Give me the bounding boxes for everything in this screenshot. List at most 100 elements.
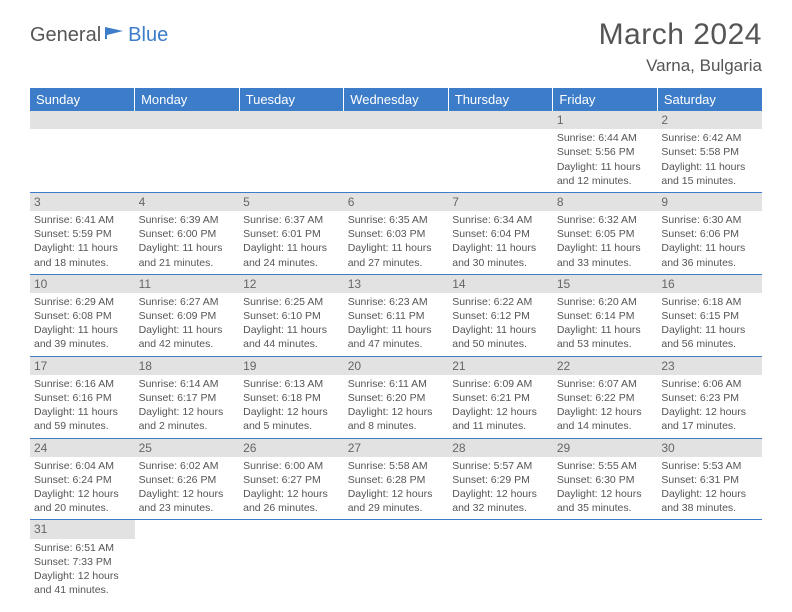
weekday-header: Tuesday <box>239 88 344 111</box>
sunset-text: Sunset: 6:26 PM <box>139 473 236 487</box>
sunrise-text: Sunrise: 6:44 AM <box>557 131 654 145</box>
day-number: 1 <box>553 111 658 129</box>
logo-text-general: General <box>30 24 101 47</box>
daylight-text: Daylight: 11 hours and 59 minutes. <box>34 405 131 433</box>
day-number-empty <box>239 111 344 129</box>
weekday-header: Wednesday <box>344 88 449 111</box>
sunset-text: Sunset: 6:16 PM <box>34 391 131 405</box>
sunrise-text: Sunrise: 5:53 AM <box>661 459 758 473</box>
calendar-cell <box>344 520 449 601</box>
sunset-text: Sunset: 6:09 PM <box>139 309 236 323</box>
month-title: March 2024 <box>599 18 762 52</box>
daylight-text: Daylight: 12 hours and 26 minutes. <box>243 487 340 515</box>
calendar-cell: 2Sunrise: 6:42 AMSunset: 5:58 PMDaylight… <box>657 111 762 192</box>
daylight-text: Daylight: 12 hours and 11 minutes. <box>452 405 549 433</box>
daylight-text: Daylight: 12 hours and 23 minutes. <box>139 487 236 515</box>
weekday-header: Sunday <box>30 88 135 111</box>
day-number-empty <box>135 111 240 129</box>
daylight-text: Daylight: 12 hours and 35 minutes. <box>557 487 654 515</box>
daylight-text: Daylight: 12 hours and 14 minutes. <box>557 405 654 433</box>
day-number: 18 <box>135 357 240 375</box>
calendar-cell: 15Sunrise: 6:20 AMSunset: 6:14 PMDayligh… <box>553 274 658 356</box>
sunrise-text: Sunrise: 6:34 AM <box>452 213 549 227</box>
day-number: 2 <box>657 111 762 129</box>
sunset-text: Sunset: 6:29 PM <box>452 473 549 487</box>
day-number: 21 <box>448 357 553 375</box>
daylight-text: Daylight: 11 hours and 50 minutes. <box>452 323 549 351</box>
sunset-text: Sunset: 6:24 PM <box>34 473 131 487</box>
daylight-text: Daylight: 11 hours and 44 minutes. <box>243 323 340 351</box>
calendar-cell: 22Sunrise: 6:07 AMSunset: 6:22 PMDayligh… <box>553 356 658 438</box>
weekday-header: Thursday <box>448 88 553 111</box>
daylight-text: Daylight: 12 hours and 17 minutes. <box>661 405 758 433</box>
calendar-cell: 28Sunrise: 5:57 AMSunset: 6:29 PMDayligh… <box>448 438 553 520</box>
day-number: 27 <box>344 439 449 457</box>
daylight-text: Daylight: 11 hours and 24 minutes. <box>243 241 340 269</box>
sunrise-text: Sunrise: 6:18 AM <box>661 295 758 309</box>
day-number: 5 <box>239 193 344 211</box>
day-number: 8 <box>553 193 658 211</box>
calendar-cell: 11Sunrise: 6:27 AMSunset: 6:09 PMDayligh… <box>135 274 240 356</box>
sunrise-text: Sunrise: 6:27 AM <box>139 295 236 309</box>
sunrise-text: Sunrise: 6:51 AM <box>34 541 131 555</box>
daylight-text: Daylight: 11 hours and 15 minutes. <box>661 160 758 188</box>
sunset-text: Sunset: 6:27 PM <box>243 473 340 487</box>
sunset-text: Sunset: 6:11 PM <box>348 309 445 323</box>
sunrise-text: Sunrise: 5:57 AM <box>452 459 549 473</box>
sunset-text: Sunset: 5:56 PM <box>557 145 654 159</box>
daylight-text: Daylight: 11 hours and 56 minutes. <box>661 323 758 351</box>
day-number: 23 <box>657 357 762 375</box>
weekday-header: Friday <box>553 88 658 111</box>
day-number: 3 <box>30 193 135 211</box>
day-number: 14 <box>448 275 553 293</box>
calendar-cell <box>553 520 658 601</box>
calendar-cell: 16Sunrise: 6:18 AMSunset: 6:15 PMDayligh… <box>657 274 762 356</box>
sunrise-text: Sunrise: 6:09 AM <box>452 377 549 391</box>
day-number: 12 <box>239 275 344 293</box>
day-number: 31 <box>30 520 135 538</box>
day-number: 29 <box>553 439 658 457</box>
daylight-text: Daylight: 11 hours and 30 minutes. <box>452 241 549 269</box>
calendar-cell: 13Sunrise: 6:23 AMSunset: 6:11 PMDayligh… <box>344 274 449 356</box>
calendar-table: SundayMondayTuesdayWednesdayThursdayFrid… <box>30 88 762 601</box>
sunset-text: Sunset: 6:22 PM <box>557 391 654 405</box>
sunrise-text: Sunrise: 6:04 AM <box>34 459 131 473</box>
location: Varna, Bulgaria <box>599 56 762 76</box>
day-number: 24 <box>30 439 135 457</box>
calendar-cell <box>344 111 449 192</box>
day-number: 22 <box>553 357 658 375</box>
sunrise-text: Sunrise: 6:37 AM <box>243 213 340 227</box>
calendar-cell <box>657 520 762 601</box>
sunset-text: Sunset: 6:17 PM <box>139 391 236 405</box>
calendar-cell: 1 Sunrise: 6:44 AMSunset: 5:56 PMDaylight… <box>553 111 658 192</box>
calendar-cell: 8Sunrise: 6:32 AMSunset: 6:05 PMDaylight… <box>553 192 658 274</box>
day-number: 25 <box>135 439 240 457</box>
calendar-cell: 30Sunrise: 5:53 AMSunset: 6:31 PMDayligh… <box>657 438 762 520</box>
sunset-text: Sunset: 6:18 PM <box>243 391 340 405</box>
day-number: 4 <box>135 193 240 211</box>
sunset-text: Sunset: 6:12 PM <box>452 309 549 323</box>
day-number: 11 <box>135 275 240 293</box>
calendar-cell: 23Sunrise: 6:06 AMSunset: 6:23 PMDayligh… <box>657 356 762 438</box>
calendar-cell <box>448 520 553 601</box>
sunset-text: Sunset: 6:00 PM <box>139 227 236 241</box>
daylight-text: Daylight: 11 hours and 21 minutes. <box>139 241 236 269</box>
sunset-text: Sunset: 6:03 PM <box>348 227 445 241</box>
sunset-text: Sunset: 5:58 PM <box>661 145 758 159</box>
daylight-text: Daylight: 11 hours and 12 minutes. <box>557 160 654 188</box>
sunset-text: Sunset: 6:30 PM <box>557 473 654 487</box>
calendar-cell <box>448 111 553 192</box>
daylight-text: Daylight: 11 hours and 53 minutes. <box>557 323 654 351</box>
sunrise-text: Sunrise: 6:16 AM <box>34 377 131 391</box>
calendar-cell: 9Sunrise: 6:30 AMSunset: 6:06 PMDaylight… <box>657 192 762 274</box>
title-block: March 2024 Varna, Bulgaria <box>599 18 762 76</box>
weekday-header: Saturday <box>657 88 762 111</box>
sunset-text: Sunset: 6:04 PM <box>452 227 549 241</box>
sunrise-text: Sunrise: 6:06 AM <box>661 377 758 391</box>
calendar-cell: 26Sunrise: 6:00 AMSunset: 6:27 PMDayligh… <box>239 438 344 520</box>
sunrise-text: Sunrise: 6:02 AM <box>139 459 236 473</box>
sunrise-text: Sunrise: 6:22 AM <box>452 295 549 309</box>
sunrise-text: Sunrise: 6:32 AM <box>557 213 654 227</box>
sunset-text: Sunset: 6:28 PM <box>348 473 445 487</box>
calendar-cell <box>30 111 135 192</box>
